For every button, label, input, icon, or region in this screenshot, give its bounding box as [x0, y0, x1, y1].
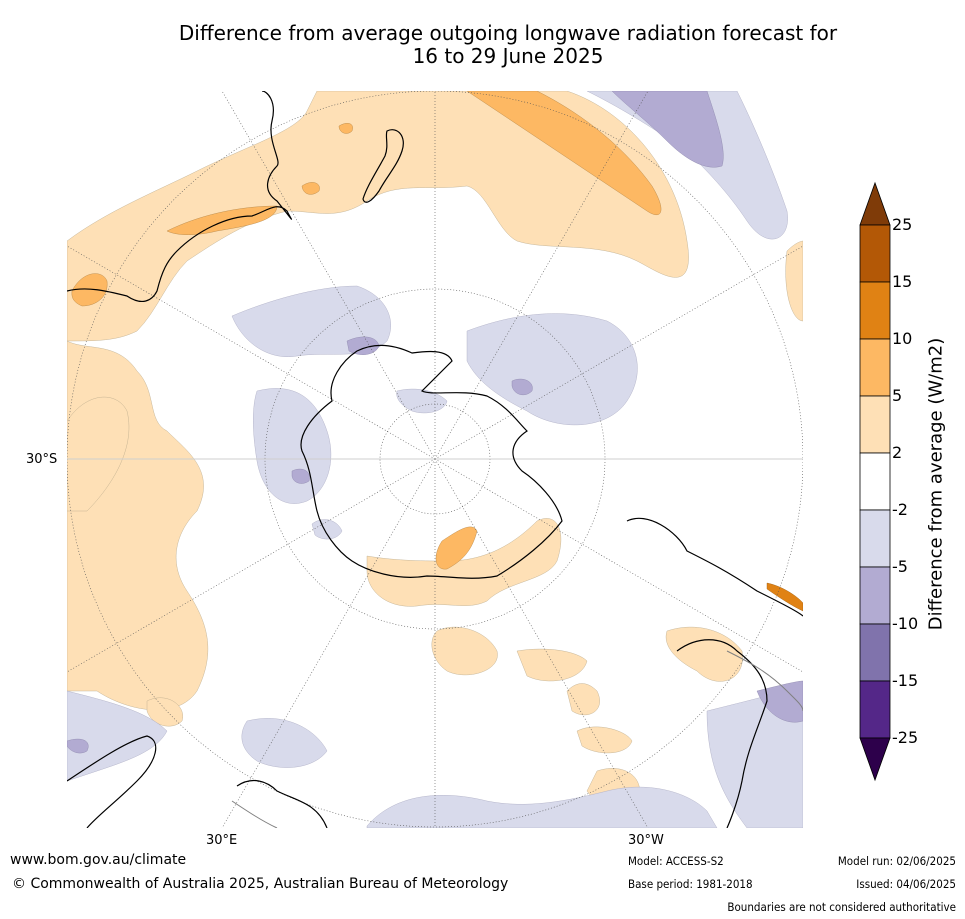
colorbar-tick-label: -2: [892, 500, 908, 519]
colorbar-band: [859, 566, 891, 625]
colorbar-band: [859, 680, 891, 739]
lat-label-30s: 30°S: [26, 452, 58, 467]
colorbar-tick-label: 25: [892, 215, 913, 234]
madagascar-coastline: [236, 779, 328, 828]
colorbar-tick-label: 5: [892, 386, 903, 405]
antarctica-coastline: [300, 344, 563, 579]
anomaly-negative-medium: [67, 91, 803, 754]
footer-copyright: © Commonwealth of Australia 2025, Austra…: [12, 876, 509, 892]
meridian-60w: [434, 245, 803, 460]
colorbar-extend-max: [859, 181, 891, 226]
meridian-30e: [221, 91, 436, 460]
colorbar-band: [859, 395, 891, 454]
australia-coastline: [67, 91, 292, 303]
colorbar-tick-label: 2: [892, 443, 903, 462]
colorbar-band: [859, 338, 891, 397]
country-borders: [231, 650, 803, 828]
colorbar-band: [859, 623, 891, 682]
anomaly-negative-light: [67, 91, 803, 828]
meridian-30w: [434, 91, 649, 460]
colorbar-extend-min: [859, 737, 891, 782]
polar-map: [67, 91, 803, 828]
colorbar-tick-label: 15: [892, 272, 913, 291]
colorbar-tick-label: -25: [892, 728, 919, 747]
colorbar-title: Difference from average (W/m2): [925, 337, 947, 631]
anomaly-positive-medium: [71, 91, 662, 570]
footer-model-run: Model run: 02/06/2025: [837, 854, 956, 868]
coastlines: [67, 91, 803, 828]
footer-disclaimer: Boundaries are not considered authoritat…: [727, 900, 956, 914]
footer-model: Model: ACCESS-S2: [628, 854, 724, 868]
footer-base-period: Base period: 1981-2018: [628, 877, 753, 891]
footer-issued: Issued: 04/06/2025: [856, 877, 956, 891]
meridian-150w: [434, 458, 649, 828]
footer-url[interactable]: www.bom.gov.au/climate: [10, 852, 187, 868]
colorbar-graphic: [859, 181, 891, 782]
africa-coastline: [67, 735, 157, 828]
new-zealand-coastline: [362, 129, 404, 203]
meridian-120e: [67, 458, 436, 673]
colorbar-band: [859, 224, 891, 283]
chart-title: Difference from average outgoing longwav…: [68, 22, 948, 68]
colorbar-tick-label: -15: [892, 671, 919, 690]
meridian-60e: [67, 245, 436, 460]
colorbar-band: [859, 281, 891, 340]
anomaly-positive-strong: [766, 582, 803, 612]
colorbar-band: [859, 452, 891, 511]
meridian-150e: [221, 458, 436, 828]
colorbar-tick-label: -5: [892, 557, 908, 576]
lon-label-30e: 30°E: [206, 833, 238, 848]
meridian-120w: [434, 458, 803, 673]
map-panel: [67, 91, 803, 828]
lon-label-30w: 30°W: [628, 833, 664, 848]
colorbar-tick-label: -10: [892, 614, 919, 633]
title-line-2: 16 to 29 June 2025: [412, 44, 604, 68]
south-america-coastline: [626, 517, 803, 828]
colorbar-band: [859, 509, 891, 568]
colorbar-tick-label: 10: [892, 329, 913, 348]
title-line-1: Difference from average outgoing longwav…: [178, 21, 838, 45]
